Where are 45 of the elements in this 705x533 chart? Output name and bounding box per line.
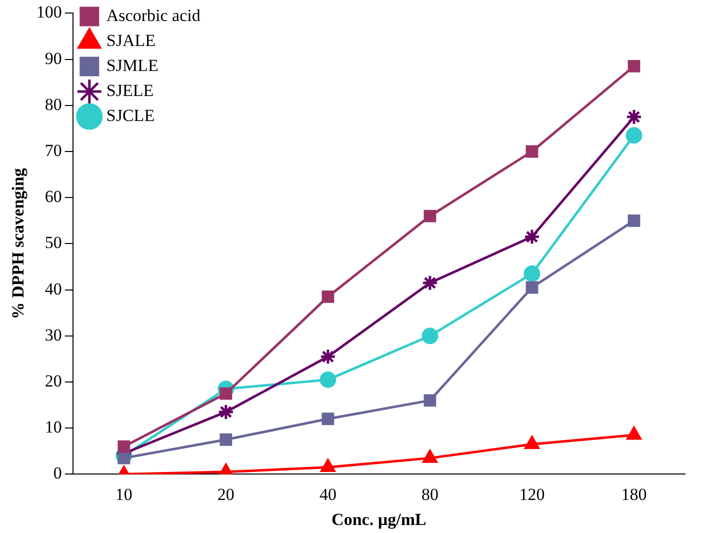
y-tick-label: 40 — [44, 279, 62, 298]
point — [118, 440, 130, 453]
point — [320, 459, 336, 472]
x-tick-label: 80 — [421, 484, 438, 504]
point — [422, 274, 438, 292]
point — [524, 228, 540, 246]
point — [322, 290, 334, 303]
y-tick-label: 30 — [44, 325, 62, 344]
point — [424, 394, 436, 407]
point — [626, 108, 642, 126]
y-tick-label: 70 — [44, 140, 62, 160]
y-tick-label: 10 — [44, 418, 62, 437]
point — [628, 60, 640, 72]
x-tick-label: 120 — [519, 484, 545, 504]
x-axis-title: Conc. µg/mL — [332, 510, 426, 530]
point — [118, 452, 130, 464]
x-tick-label: 20 — [217, 484, 234, 504]
legend-label: SJELE — [106, 80, 154, 100]
point — [526, 281, 538, 294]
point — [422, 328, 438, 344]
y-tick-label: 20 — [44, 371, 62, 390]
point — [524, 265, 540, 282]
point — [628, 214, 640, 227]
point — [218, 404, 234, 420]
point — [322, 412, 334, 426]
y-tick-label: 50 — [44, 233, 62, 252]
y-tick-label: 0 — [53, 464, 62, 483]
point — [320, 371, 336, 388]
point — [320, 348, 336, 365]
point — [626, 127, 642, 144]
point — [220, 433, 232, 446]
x-tick-label: 180 — [621, 484, 647, 504]
legend-label: SJMLE — [106, 56, 158, 75]
legend-label: SJALE — [106, 30, 156, 50]
y-tick-label: 80 — [44, 94, 62, 114]
point — [526, 145, 538, 158]
y-axis-title: % DPPH scavenging — [8, 168, 28, 320]
y-tick-label: 90 — [44, 48, 62, 68]
x-tick-label: 40 — [319, 484, 336, 504]
legend-label: Ascorbic acid — [106, 6, 201, 25]
point — [424, 210, 436, 222]
x-tick-label: 10 — [115, 484, 132, 504]
y-tick-label: 100 — [36, 2, 62, 22]
y-tick-label: 60 — [44, 187, 62, 206]
legend-label: SJCLE — [106, 106, 155, 125]
